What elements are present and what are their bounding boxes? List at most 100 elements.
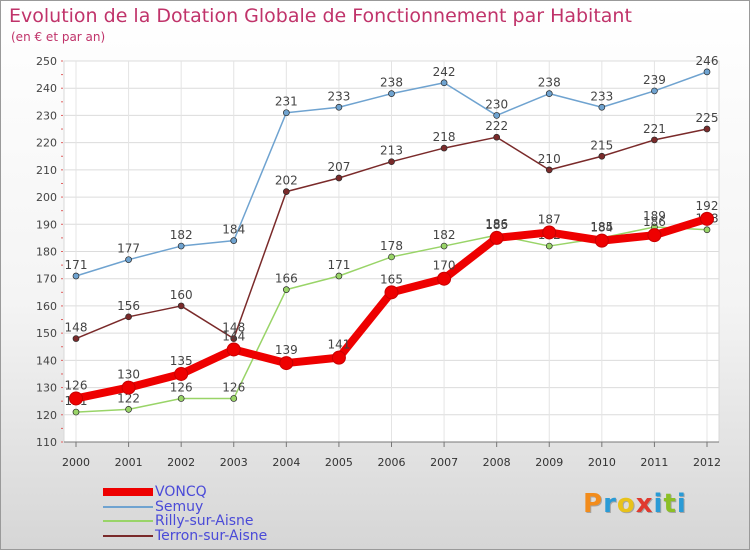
- y-tick-label: 130: [36, 382, 57, 395]
- data-point: [703, 226, 711, 234]
- data-label: 148: [222, 321, 245, 335]
- data-label: 171: [327, 258, 350, 272]
- data-point: [700, 211, 714, 226]
- y-tick-label: 220: [36, 137, 57, 150]
- data-label: 221: [643, 122, 666, 136]
- data-point: [545, 166, 553, 174]
- data-point: [282, 286, 290, 293]
- data-label: 238: [380, 76, 403, 90]
- data-point: [594, 233, 609, 248]
- data-label: 218: [433, 130, 456, 144]
- data-point: [388, 253, 395, 261]
- data-point: [125, 405, 132, 413]
- data-label: 189: [643, 209, 666, 223]
- x-tick-label: 2008: [483, 456, 511, 469]
- data-label: 213: [380, 144, 403, 158]
- data-point: [282, 109, 290, 117]
- data-label: 170: [433, 259, 456, 273]
- data-point: [121, 380, 136, 395]
- data-point: [440, 242, 448, 250]
- data-label: 186: [643, 215, 666, 229]
- data-point: [72, 335, 80, 342]
- data-point: [493, 133, 501, 141]
- logo-letter: x: [635, 489, 654, 519]
- x-tick-label: 2002: [167, 456, 195, 469]
- data-label: 126: [170, 380, 193, 394]
- data-label: 238: [538, 76, 561, 90]
- logo-letter: o: [616, 489, 636, 519]
- y-tick-label: 250: [36, 55, 57, 68]
- data-point: [440, 79, 448, 87]
- x-tick-label: 2001: [115, 456, 143, 469]
- data-label: 230: [485, 97, 508, 111]
- data-point: [335, 272, 343, 280]
- data-point: [335, 174, 343, 182]
- data-point: [125, 313, 132, 321]
- data-point: [598, 152, 606, 160]
- legend-label: Semuy: [155, 498, 204, 515]
- data-point: [69, 391, 83, 406]
- y-tick-label: 140: [36, 354, 57, 367]
- data-label: 242: [433, 65, 456, 79]
- x-tick-label: 2009: [535, 456, 563, 469]
- data-point: [437, 271, 452, 286]
- x-tick-label: 2010: [588, 456, 616, 469]
- data-point: [72, 408, 80, 416]
- data-label: 177: [117, 242, 140, 256]
- data-point: [177, 242, 185, 250]
- logo-letter: i: [676, 489, 687, 519]
- logo-letter: t: [663, 489, 677, 519]
- data-label: 185: [485, 218, 508, 232]
- data-label: 139: [275, 343, 298, 357]
- data-label: 185: [590, 220, 613, 234]
- data-label: 215: [590, 138, 613, 152]
- x-tick-label: 2007: [430, 456, 458, 469]
- data-label: 210: [538, 152, 561, 166]
- data-label: 184: [222, 223, 245, 237]
- x-tick-label: 2011: [640, 456, 668, 469]
- x-tick-label: 2005: [325, 456, 353, 469]
- series-terron-sur-aisne: 148 156 160 148 202 207 213 218 222 210 215 221 225: [65, 111, 719, 342]
- logo-letter: r: [603, 489, 617, 519]
- y-tick-label: 230: [36, 109, 57, 122]
- y-tick-label: 160: [36, 300, 57, 313]
- series-rilly-sur-aisne: 121122126126166171178182186182185189188: [65, 209, 718, 416]
- chart-title: Evolution de la Dotation Globale de Fonc…: [9, 5, 632, 27]
- data-label: 171: [65, 258, 88, 272]
- data-label: 130: [117, 368, 140, 382]
- data-point: [177, 395, 185, 402]
- data-label: 187: [538, 212, 561, 226]
- data-label: 126: [222, 380, 245, 394]
- legend-swatch: [103, 505, 153, 508]
- data-label: 126: [65, 378, 88, 392]
- y-tick-label: 120: [36, 409, 57, 422]
- data-label: 207: [327, 160, 350, 174]
- data-label: 122: [117, 391, 140, 405]
- data-label: 166: [275, 272, 298, 286]
- data-point: [335, 103, 343, 111]
- data-point: [489, 230, 504, 245]
- logo-letter: i: [653, 489, 664, 519]
- y-tick-label: 210: [36, 164, 57, 177]
- data-label: 231: [275, 95, 298, 109]
- data-label: 184: [590, 221, 613, 235]
- legend-swatch: [103, 488, 153, 497]
- legend-swatch: [103, 520, 153, 523]
- data-point: [703, 68, 711, 76]
- data-label: 225: [696, 111, 719, 125]
- data-label: 192: [696, 199, 719, 213]
- data-label: 144: [222, 329, 245, 343]
- x-tick-label: 2006: [378, 456, 406, 469]
- legend-label: Rilly-sur-Aisne: [155, 513, 254, 529]
- data-label: 233: [327, 89, 350, 103]
- x-tick-label: 2012: [693, 456, 721, 469]
- legend-label: Terron-sur-Aisne: [155, 527, 268, 544]
- x-tick-label: 2004: [272, 456, 300, 469]
- y-tick-label: 110: [36, 436, 57, 449]
- x-tick-label: 2003: [220, 456, 248, 469]
- data-point: [125, 256, 132, 264]
- data-point: [230, 237, 238, 244]
- data-label: 156: [117, 299, 140, 313]
- data-point: [226, 342, 241, 357]
